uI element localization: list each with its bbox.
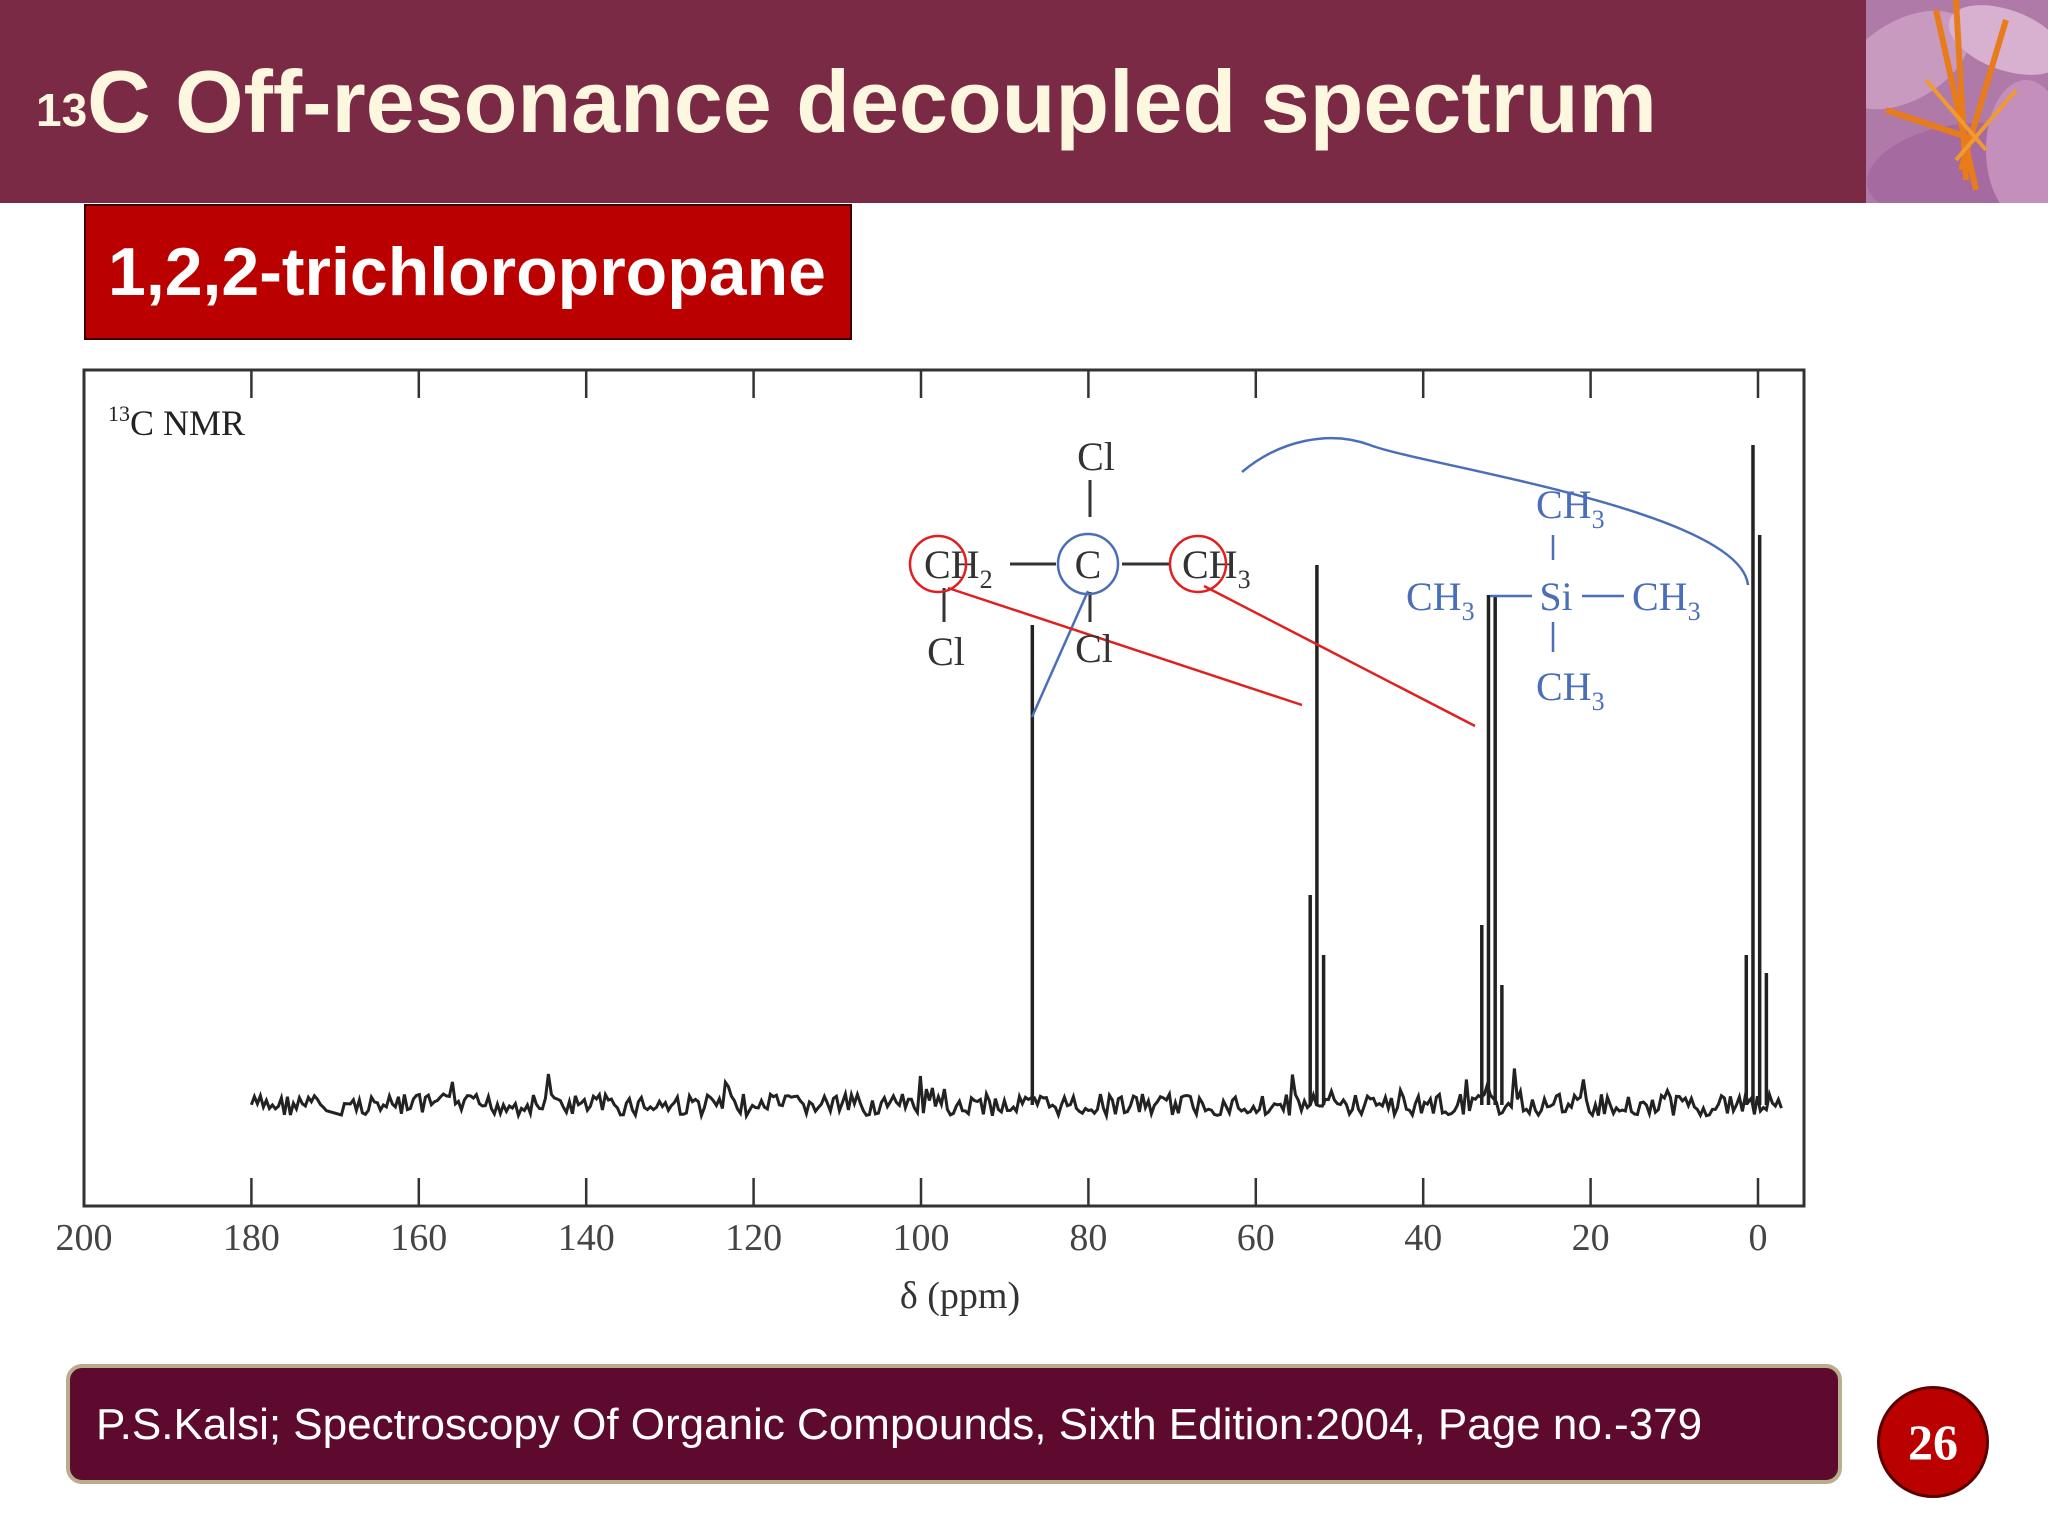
tms-si-label: Si [1539, 574, 1572, 619]
ch2-subscript: 2 [980, 565, 993, 594]
tms-ch3-bottom-label: CH3 [1536, 664, 1605, 716]
cl-bottom-label: Cl [1075, 626, 1113, 671]
title-text: C Off-resonance decoupled spectrum [87, 52, 1657, 151]
tms-ch3-top-label: CH3 [1536, 482, 1605, 534]
citation-text: P.S.Kalsi; Spectroscopy Of Organic Compo… [96, 1400, 1703, 1449]
spectrum-peaks [1030, 445, 1769, 1105]
x-tick-label: 20 [1572, 1217, 1610, 1259]
ch2-label: CH2 [924, 542, 993, 594]
c-label: C [1075, 542, 1102, 587]
tms-ch3-right-label: CH3 [1632, 574, 1701, 626]
x-tick-label: 100 [893, 1217, 950, 1259]
ch3-label: CH3 [1182, 542, 1251, 594]
x-tick-label: 120 [725, 1217, 782, 1259]
slide-title: 13C Off-resonance decoupled spectrum [36, 52, 1657, 152]
x-axis-tick-labels: 200 180 160 140 120 100 80 60 40 20 0 [56, 1217, 1768, 1259]
x-tick-label: 180 [223, 1217, 280, 1259]
plot-frame [82, 368, 1806, 1208]
baseline-noise [249, 1068, 1783, 1122]
x-tick-label: 140 [558, 1217, 615, 1259]
citation-box: P.S.Kalsi; Spectroscopy Of Organic Compo… [66, 1364, 1842, 1484]
tms-ch3-top-subscript: 3 [1592, 505, 1605, 534]
tms-ch3-left-text: CH [1406, 574, 1462, 619]
tms-ch3-left-label: CH3 [1406, 574, 1475, 626]
molecule-structure: Cl CH2 C CH3 Cl Cl [908, 434, 1251, 674]
x-tick-label: 0 [1749, 1217, 1768, 1259]
tms-ch3-bottom-text: CH [1536, 664, 1592, 709]
tms-ch3-top-text: CH [1536, 482, 1592, 527]
compound-name: 1,2,2-trichloropropane [108, 234, 826, 310]
ch3-text: CH [1182, 542, 1238, 587]
ch2-connector-line [947, 586, 1303, 707]
tms-connector-line [1241, 436, 1750, 586]
cl-left-label: Cl [927, 629, 965, 674]
chart-title-text: C NMR [130, 403, 245, 443]
x-axis-label: δ (ppm) [900, 1275, 1020, 1317]
x-tick-label: 40 [1404, 1217, 1442, 1259]
ch2-highlight-circle [908, 534, 968, 594]
chart-title: 13C NMR [108, 401, 245, 443]
annotation-lines [947, 436, 1750, 728]
title-superscript: 13 [36, 84, 88, 136]
ch3-highlight-circle [1168, 534, 1228, 594]
tms-ch3-right-text: CH [1632, 574, 1688, 619]
ch3-connector-line [1203, 584, 1476, 728]
tms-ch3-bottom-subscript: 3 [1592, 687, 1605, 716]
nmr-spectrum-chart: 200 180 160 140 120 100 80 60 40 20 0 13C NMR δ (p… [56, 368, 1806, 1317]
subtitle-box: 1,2,2-trichloropropane [84, 204, 852, 340]
x-tick-label: 160 [390, 1217, 447, 1259]
tms-ch3-left-subscript: 3 [1462, 597, 1475, 626]
cl-top-label: Cl [1077, 434, 1115, 479]
flower-icon [1866, 0, 2048, 203]
tms-structure: CH3 CH3 Si CH3 CH3 [1406, 482, 1701, 716]
ch3-subscript: 3 [1238, 565, 1251, 594]
page-number-badge: 26 [1877, 1386, 1989, 1498]
c-highlight-circle [1056, 532, 1120, 596]
x-tick-label: 60 [1237, 1217, 1275, 1259]
x-tick-label: 80 [1069, 1217, 1107, 1259]
x-tick-label: 200 [56, 1217, 113, 1259]
slide-header: 13C Off-resonance decoupled spectrum [0, 0, 1866, 203]
x-axis-ticks [250, 370, 1760, 1206]
saffron-flower-image [1866, 0, 2048, 203]
chart-title-superscript: 13 [108, 401, 130, 426]
ch2-text: CH [924, 542, 980, 587]
tms-ch3-right-subscript: 3 [1688, 597, 1701, 626]
c-connector-line [1030, 590, 1090, 718]
